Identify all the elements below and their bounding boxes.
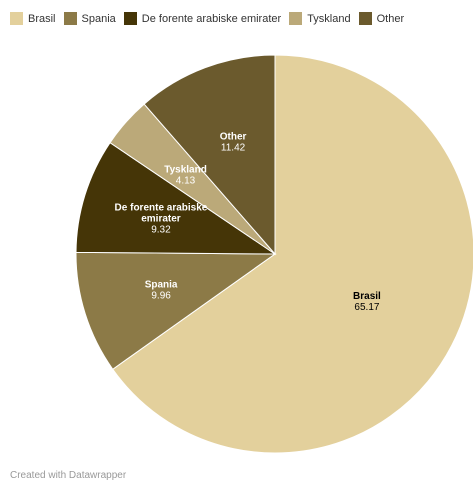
legend-label-spania: Spania: [81, 12, 116, 25]
chart-legend: Brasil Spania De forente arabiske emirat…: [10, 12, 412, 25]
legend-label-tyskland: Tyskland: [307, 12, 351, 25]
pie-slice-de-forente-arabiske-emirater: [75, 141, 277, 255]
slice-value-de-forente-arabiske-emirater: 9.32: [151, 225, 171, 236]
slice-value-tyskland: 4.13: [176, 175, 196, 186]
slice-label-brasil: Brasil: [353, 291, 381, 302]
legend-swatch-uae: [123, 12, 137, 25]
slice-value-spania: 9.96: [151, 290, 171, 301]
legend-label-brasil: Brasil: [28, 12, 56, 25]
slice-value-other: 11.42: [221, 143, 246, 154]
slice-label-other: Other: [220, 132, 247, 143]
slice-label-tyskland: Tyskland: [164, 164, 207, 175]
legend-label-other: Other: [376, 12, 405, 25]
legend-item-spania: Spania: [63, 12, 116, 25]
pie-slice-spania: [75, 251, 277, 370]
slice-label-de-forente-arabiske-emirater-line-2: emirater: [141, 214, 181, 225]
legend-swatch-other: [358, 12, 372, 25]
pie-slice-brasil: [112, 54, 473, 454]
slice-value-brasil: 65.17: [354, 302, 379, 313]
pie-slice-other: [143, 54, 276, 256]
legend-swatch-spania: [63, 12, 77, 25]
legend-item-uae: De forente arabiske emirater: [123, 12, 282, 25]
legend-item-other: Other: [358, 12, 405, 25]
legend-item-tyskland: Tyskland: [289, 12, 351, 25]
legend-swatch-tyskland: [289, 12, 303, 25]
slice-label-spania: Spania: [145, 279, 178, 290]
legend-label-uae: De forente arabiske emirater: [141, 12, 282, 25]
slice-label-de-forente-arabiske-emirater-line-1: De forente arabiske: [115, 203, 208, 214]
legend-item-brasil: Brasil: [10, 12, 56, 25]
footer-credit: Created with Datawrapper: [10, 470, 127, 481]
legend-swatch-brasil: [10, 12, 23, 25]
